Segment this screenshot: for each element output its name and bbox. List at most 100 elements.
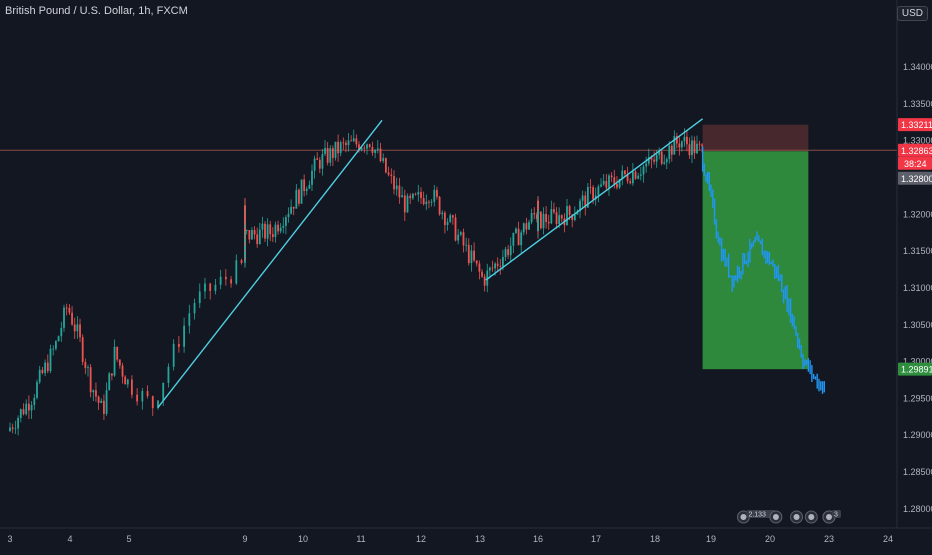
candle-body [398,185,401,198]
candle-body [409,195,412,199]
candle-body [264,223,266,239]
candle-body [60,327,63,337]
trendline-2[interactable] [485,118,704,281]
candle-body [535,214,538,219]
candle-body [626,174,629,182]
stop-loss-zone[interactable] [702,124,809,152]
candle-body [537,211,540,214]
x-tick-label: 19 [706,534,716,544]
candle-body [553,209,555,213]
x-tick-label: 17 [591,534,601,544]
candle-body [52,348,55,350]
candle-body [693,140,696,154]
candle-body [639,174,642,176]
candle-body [642,166,645,175]
y-tick-label: 1.30500 [903,320,932,330]
candle-body [586,187,589,208]
candle-body [244,229,246,231]
candle-body [360,147,363,151]
candle-body [287,213,290,218]
candle-body [403,195,406,213]
candle-body [457,234,460,241]
candle-body [326,148,329,163]
candle-body [568,206,571,215]
candle-body [219,276,222,285]
y-tick-label: 1.31000 [903,283,932,293]
candle-body [337,141,339,154]
candle-body [653,159,656,162]
candle-body [188,313,191,326]
candle-body [502,257,504,267]
candle-body [558,215,561,224]
y-tick-label: 1.31500 [903,246,932,256]
candle-body [89,367,92,393]
x-tick-label: 10 [298,534,308,544]
x-tick-label: 12 [416,534,426,544]
price-axis[interactable] [897,0,932,550]
x-tick-label: 11 [356,534,365,544]
x-tick-label: 9 [242,534,247,544]
candle-body [46,362,49,372]
candle-body [465,244,468,246]
candle-body [478,263,481,272]
candle-body [631,171,634,184]
x-tick-label: 13 [475,534,485,544]
event-badge-dot [740,514,747,520]
candle-body [113,346,116,376]
candle-body [345,142,347,146]
candle-body [382,158,385,162]
candle-body [105,390,108,414]
candle-body [637,175,640,179]
candle-body [608,175,610,188]
candle-body [688,144,691,156]
candle-body [430,201,433,203]
candle-body [475,260,478,264]
candle-body [433,189,436,202]
candle-body [621,170,624,180]
candle-body [673,136,676,155]
y-tick-label: 1.33500 [903,99,932,109]
candle-body [525,223,528,230]
trendline-1[interactable] [157,119,383,408]
candle-body [613,177,616,185]
candle-body [162,382,165,401]
candle-body [438,196,441,215]
candle-body [282,225,285,228]
candle-body [650,157,653,160]
candle-body [379,148,382,162]
candle-body [55,341,57,349]
candle-body [121,365,124,377]
candle-body [339,142,342,154]
candle-body [680,141,683,148]
candle-body [540,211,542,229]
candle-body [19,409,22,418]
candle-body [68,307,71,313]
candle-body [87,367,89,369]
candle-body [350,140,353,142]
y-tick-label: 1.29000 [903,430,932,440]
take-profit-zone[interactable] [702,151,809,370]
candle-body [274,224,277,238]
candle-body [425,201,428,205]
candle-body [393,175,395,190]
currency-badge[interactable]: USD [896,6,928,21]
event-badge-count: 2.133 [748,512,766,519]
candle-body [284,217,287,226]
candle-body [401,195,403,198]
y-tick-label: 1.34000 [903,62,932,72]
candle-body [678,143,681,148]
candle-body [240,260,243,263]
candle-body [235,260,238,284]
candle-body [292,206,295,209]
candle-body [305,188,308,191]
event-badge-dot [826,514,832,520]
x-tick-label: 4 [67,534,72,544]
candle-body [594,195,597,200]
candle-body [248,230,251,240]
candle-body [151,396,154,409]
x-tick-label: 16 [533,534,543,544]
candle-body [295,189,298,209]
candle-body [629,181,632,184]
